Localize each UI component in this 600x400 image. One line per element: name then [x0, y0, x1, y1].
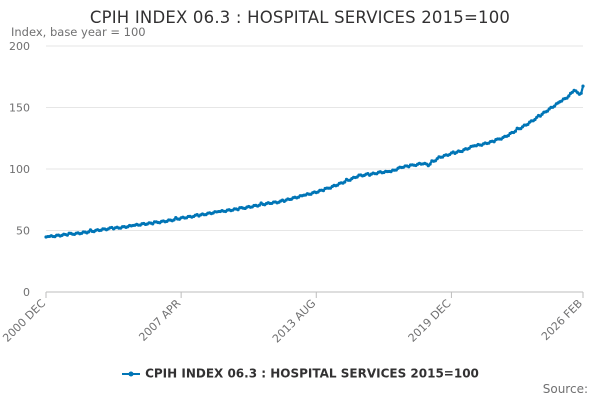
legend[interactable]: CPIH INDEX 06.3 : HOSPITAL SERVICES 2015… — [0, 366, 600, 381]
data-point[interactable] — [533, 117, 537, 122]
x-tick-label: 2026 FEB — [539, 297, 585, 343]
gridlines — [46, 45, 583, 231]
axes: 0 50 100 150 200 2000 DEC 2007 APR 2013 AUG 2019… — [0, 40, 585, 345]
data-point[interactable] — [506, 133, 510, 138]
source-label: Source: — [542, 382, 588, 396]
y-axis-label: Index, base year = 100 — [11, 25, 146, 39]
x-tick-label: 2013 AUG — [270, 297, 319, 346]
data-point[interactable] — [552, 104, 557, 108]
x-tick-label: 2019 DEC — [406, 297, 454, 345]
data-point[interactable] — [565, 96, 569, 100]
data-point[interactable] — [545, 109, 550, 113]
data-point[interactable] — [257, 203, 261, 207]
legend-label: CPIH INDEX 06.3 : HOSPITAL SERVICES 2015… — [145, 366, 479, 381]
y-tick-label: 200 — [9, 40, 30, 53]
x-tick-label: 2000 DEC — [0, 297, 48, 345]
data-point[interactable] — [560, 99, 564, 103]
data-point[interactable] — [567, 94, 571, 98]
y-tick-label: 50 — [16, 225, 30, 238]
data-point[interactable] — [321, 189, 325, 193]
data-point[interactable] — [581, 84, 585, 88]
data-point[interactable] — [492, 140, 496, 144]
y-tick-label: 150 — [9, 102, 30, 115]
data-point[interactable] — [579, 91, 583, 95]
series-line — [45, 85, 585, 239]
data-point[interactable] — [433, 159, 438, 163]
x-tick-label: 2007 APR — [136, 297, 183, 344]
series-layer — [44, 84, 585, 239]
chart-title: CPIH INDEX 06.3 : HOSPITAL SERVICES 2015… — [89, 8, 511, 27]
data-point[interactable] — [343, 180, 347, 184]
data-point[interactable] — [513, 129, 518, 133]
legend-swatch — [122, 371, 141, 376]
data-point[interactable] — [172, 218, 176, 222]
y-tick-label: 0 — [23, 286, 30, 299]
y-tick-label: 100 — [9, 163, 30, 176]
data-point[interactable] — [526, 122, 530, 126]
data-point[interactable] — [428, 162, 432, 166]
